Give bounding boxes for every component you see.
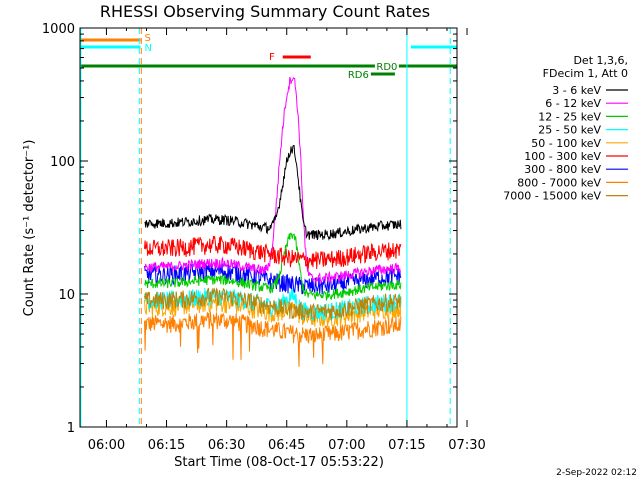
x-tick-label-5: 07:15 — [388, 438, 425, 453]
legend-label-1: 6 - 12 keV — [545, 97, 601, 110]
y-axis-ticks: 1 10 100 1000 — [42, 22, 457, 436]
series-line-7 — [144, 311, 402, 367]
y-tick-label-2: 100 — [50, 155, 75, 170]
chart-title: RHESSI Observing Summary Count Rates — [100, 2, 430, 21]
x-tick-label-2: 06:30 — [208, 438, 245, 453]
flag-label-n: N — [144, 43, 151, 54]
legend-label-7: 800 - 7000 keV — [517, 176, 601, 189]
y-tick-label-0: 1 — [67, 421, 75, 436]
x-tick-label-6: 07:30 — [448, 438, 485, 453]
series-line-0 — [144, 144, 402, 241]
plot-frame — [79, 27, 458, 428]
flag-label-s: S — [144, 33, 150, 44]
legend-label-2: 12 - 25 keV — [538, 110, 601, 123]
series-line-1 — [144, 76, 401, 284]
legend-label-0: 3 - 6 keV — [552, 84, 601, 97]
series-line-3 — [144, 287, 402, 321]
legend-header-1: FDecim 1, Att 0 — [543, 67, 628, 80]
legend-label-4: 50 - 100 keV — [531, 137, 601, 150]
series-lines — [144, 76, 402, 367]
legend-label-6: 300 - 800 keV — [524, 163, 601, 176]
series-line-6 — [144, 262, 402, 295]
x-tick-label-1: 06:15 — [148, 438, 185, 453]
legend-header-0: Det 1,3,6, — [573, 54, 628, 67]
series-line-8 — [144, 287, 402, 322]
legend-label-3: 25 - 50 keV — [538, 124, 601, 137]
date-stamp: 2-Sep-2022 02:12 — [556, 468, 637, 478]
x-tick-label-3: 06:45 — [268, 438, 305, 453]
flag-label-rd6: RD6 — [348, 70, 369, 81]
legend-label-5: 100 - 300 keV — [524, 150, 601, 163]
y-tick-label-3: 1000 — [42, 22, 75, 37]
flag-label-rd0: RD0 — [376, 62, 397, 73]
flag-label-f: F — [269, 52, 275, 63]
x-axis-ticks: 06:00 06:15 06:30 06:45 07:00 07:15 07:30 — [88, 28, 486, 453]
y-tick-label-1: 10 — [58, 288, 75, 303]
y-axis-label: Count Rate (s⁻¹ detector⁻¹) — [22, 140, 37, 317]
x-tick-label-4: 07:00 — [328, 438, 365, 453]
vertical-markers — [80, 28, 451, 427]
series-line-5 — [144, 235, 402, 270]
series-line-2 — [144, 232, 402, 302]
flag-bars: SN F RD0 RD6 — [80, 33, 457, 81]
x-tick-label-0: 06:00 — [88, 438, 125, 453]
x-axis-label: Start Time (08-Oct-17 05:53:22) — [174, 455, 384, 470]
legend-label-8: 7000 - 15000 keV — [503, 190, 601, 203]
flag-label-bg — [374, 61, 399, 71]
